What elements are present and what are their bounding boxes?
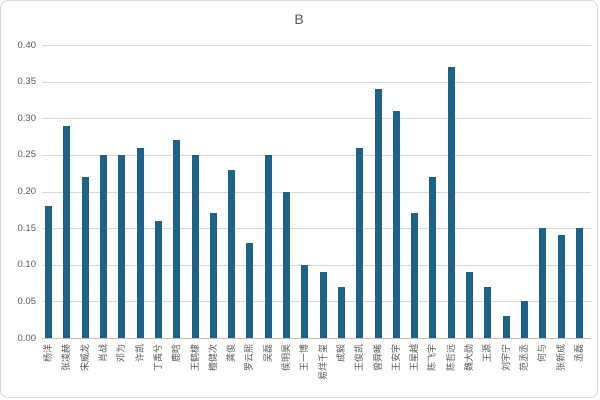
- x-tick-label: 张新成: [555, 344, 566, 372]
- x-tick-label: 魏大勋: [464, 344, 475, 372]
- bar: [136, 147, 144, 338]
- x-tick-label: 许凯: [134, 344, 145, 363]
- gridline: [42, 154, 591, 156]
- y-tick-label: 0.15: [17, 222, 37, 234]
- bar: [466, 272, 474, 338]
- gridline: [42, 45, 591, 46]
- x-tick-label: 王星越: [409, 344, 420, 372]
- x-tick-label: 陈哲远: [445, 344, 456, 372]
- y-tick-label: 0.40: [17, 39, 37, 51]
- x-tick-label: 何与: [537, 344, 548, 363]
- bar: [539, 228, 547, 338]
- gridline: [42, 264, 591, 266]
- x-tick-label: 鹿晗: [171, 344, 182, 363]
- bar: [502, 316, 510, 338]
- x-tick-label: 檀健次: [207, 344, 218, 372]
- x-tick-label: 王俊凯: [354, 344, 365, 372]
- x-tick-label: 易烊千玺: [317, 344, 328, 381]
- bar: [557, 235, 565, 338]
- bar: [173, 140, 181, 338]
- bar: [575, 228, 583, 338]
- bar: [264, 154, 272, 338]
- gridline: [42, 118, 591, 120]
- x-tick-label: 邓为: [116, 344, 127, 363]
- x-tick-label: 肖战: [98, 344, 109, 363]
- x-tick-label: 曾舜晞: [372, 344, 383, 372]
- y-tick-label: 0.00: [17, 332, 37, 344]
- x-tick-label: 杨洋: [43, 344, 54, 363]
- y-tick-label: 0.30: [17, 112, 37, 124]
- bar: [246, 242, 254, 338]
- bar: [356, 147, 364, 338]
- bar: [301, 264, 309, 338]
- bar: [63, 125, 71, 338]
- bar: [411, 213, 419, 338]
- bar: [520, 301, 528, 338]
- bar: [283, 191, 291, 338]
- x-axis-line: [42, 338, 591, 339]
- y-tick-label: 0.05: [17, 295, 37, 307]
- bar: [209, 213, 217, 338]
- bar: [100, 154, 108, 338]
- bar: [337, 286, 345, 338]
- x-tick-label: 刘宇宁: [500, 344, 511, 372]
- y-tick-label: 0.25: [17, 149, 37, 161]
- x-tick-label: 罗云熙: [244, 344, 255, 372]
- x-tick-label: 王鹤棣: [189, 344, 200, 372]
- bar: [228, 169, 236, 338]
- bar: [118, 154, 126, 338]
- chart-title: B: [294, 11, 304, 27]
- gridline: [42, 228, 591, 230]
- bar: [374, 88, 382, 338]
- bar: [319, 272, 327, 338]
- bar: [191, 154, 199, 338]
- bar: [447, 66, 455, 338]
- gridline: [42, 301, 591, 303]
- x-tick-label: 宋威龙: [79, 344, 90, 372]
- bar: [45, 206, 53, 338]
- x-tick-label: 陈飞宇: [427, 344, 438, 372]
- gridline: [42, 81, 591, 83]
- bar: [154, 220, 162, 338]
- x-tick-label: 丞磊: [573, 344, 584, 363]
- x-tick-label: 龚俊: [226, 344, 237, 363]
- x-tick-label: 丁禹兮: [152, 344, 163, 372]
- x-tick-label: 吴磊: [262, 344, 273, 363]
- x-tick-label: 张凌赫: [61, 344, 72, 372]
- gridline: [42, 191, 591, 193]
- y-tick-label: 0.10: [17, 259, 37, 271]
- y-tick-label: 0.20: [17, 186, 37, 197]
- x-tick-label: 侯明昊: [281, 344, 292, 372]
- x-tick-label: 范丞丞: [518, 344, 529, 372]
- bar: [392, 110, 400, 338]
- bar: [81, 176, 89, 338]
- bar: [484, 286, 492, 338]
- x-tick-label: 成毅: [335, 344, 346, 363]
- y-tick-label: 0.35: [17, 76, 37, 88]
- x-tick-label: 王一博: [299, 344, 310, 372]
- bar: [429, 176, 437, 338]
- x-tick-label: 王源: [482, 344, 493, 363]
- x-tick-label: 王安宇: [390, 344, 401, 372]
